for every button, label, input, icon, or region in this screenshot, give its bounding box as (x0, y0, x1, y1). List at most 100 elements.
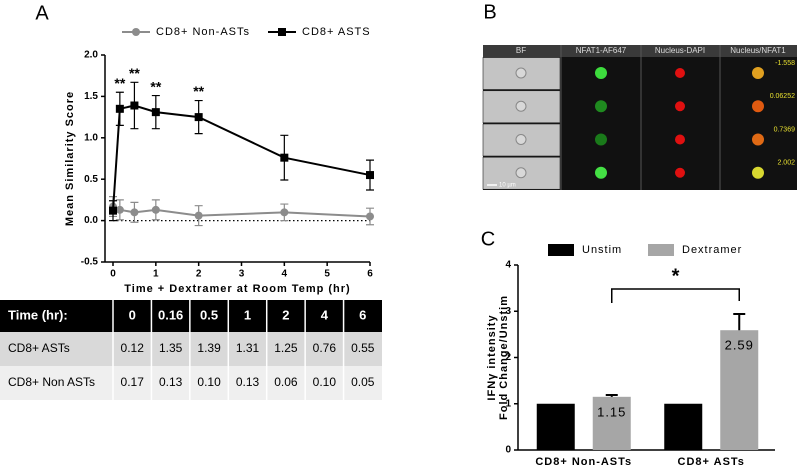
image-grid: BF NFAT1-AF647 Nucleus-DAPI Nucleus/NFAT… (482, 45, 797, 190)
y-tick-label: 3 (505, 306, 511, 317)
cell-blob (515, 167, 527, 179)
cell-blob (595, 67, 607, 79)
table-header-cell: 0.16 (158, 307, 183, 322)
y-tick-label: 2.0 (84, 50, 98, 61)
table-cell: 0.13 (236, 375, 260, 389)
marker (151, 108, 160, 117)
panel-label: C (481, 228, 495, 250)
table-row (0, 300, 382, 332)
panel-label: B (483, 1, 496, 23)
x-axis-label: Time + Dextramer at Room Temp (hr) (124, 283, 350, 295)
y-tick-label: 1.5 (84, 91, 98, 102)
table-cell: 0.76 (313, 341, 337, 355)
marker (115, 205, 124, 214)
table-cell: CD8+ Non ASTs (8, 375, 95, 389)
error-bar (605, 393, 618, 397)
table-header-cell: 6 (359, 307, 366, 322)
marker (194, 113, 203, 122)
score: 2.002 (777, 160, 795, 167)
cell-blob (752, 100, 764, 113)
table-header-cell: 0 (129, 307, 136, 322)
table-row (0, 366, 382, 400)
y-tick-label: 0 (505, 445, 511, 456)
legend-marker (132, 28, 140, 36)
scale-label: 10 µm (499, 183, 516, 189)
marker (130, 101, 139, 110)
cell-blob (595, 100, 607, 113)
score: 0.06252 (770, 93, 795, 100)
legend-label: Dextramer (682, 244, 742, 256)
marker (280, 208, 289, 217)
table-cell: 0.17 (121, 375, 145, 389)
table-cell: CD8+ ASTs (8, 341, 70, 355)
x-tick-label: 3 (239, 269, 245, 280)
annotation: * (672, 265, 680, 287)
legend-marker (278, 28, 286, 36)
x-tick-label: 6 (367, 269, 373, 280)
x-tick-label: 2 (196, 269, 202, 280)
cell-blob (595, 133, 607, 146)
column-header: Nucleus/NFAT1 (730, 46, 786, 55)
column-header: NFAT1-AF647 (576, 46, 627, 55)
x-tick-label: 1 (153, 269, 159, 280)
table-cell: 1.31 (236, 341, 260, 355)
marker (130, 208, 139, 217)
cell-blob (675, 101, 685, 112)
y-tick-label: 1.0 (84, 132, 98, 143)
table-cell: 0.13 (159, 375, 183, 389)
marker (109, 206, 117, 215)
cell-blob (675, 167, 685, 178)
x-tick-label: CD8+ Non-ASTs (535, 456, 632, 468)
y-axis-label: Fold Change/Unstim (498, 295, 510, 420)
bar (592, 396, 631, 450)
y-tick-label: 0.0 (84, 215, 98, 226)
cell-blob (595, 166, 607, 179)
y-axis-label: Mean Similarity Score (64, 91, 76, 226)
table-cell: 1.39 (197, 341, 221, 355)
table-cell: 0.06 (274, 375, 298, 389)
annotation: ** (129, 65, 140, 81)
table-header-cell: 0.5 (200, 307, 218, 322)
annotation: ** (114, 75, 125, 91)
legend-label: Unstim (582, 244, 622, 256)
cell-blob (515, 67, 527, 79)
table-cell: 0.10 (197, 375, 221, 389)
bracket (611, 288, 740, 303)
table-cell: 1.25 (274, 341, 298, 355)
table-row (0, 332, 382, 366)
bar (720, 330, 759, 450)
y-axis-label: IFNγ intensity (486, 314, 498, 400)
legend-label: CD8+ ASTS (302, 26, 371, 38)
cells: -1.558 0.06252 0.7369 2.002 (482, 45, 796, 190)
table-header-cell: 1 (244, 307, 251, 322)
y-tick-label: 0.5 (84, 174, 98, 185)
value-label: 2.59 (725, 338, 754, 353)
cell-blob (515, 100, 527, 112)
x-tick-label: 4 (282, 269, 288, 280)
table-cell: 0.12 (121, 341, 145, 355)
table-header-cell: 4 (321, 307, 329, 322)
score: -1.558 (775, 60, 795, 67)
annotation: ** (193, 83, 204, 99)
score: 0.7369 (774, 126, 796, 133)
table-cell: 0.55 (351, 341, 375, 355)
marker (366, 212, 374, 221)
marker (366, 171, 374, 180)
table-header-cell: 2 (282, 307, 289, 322)
line (112, 104, 371, 211)
y-tick-label: -0.5 (81, 257, 99, 268)
panel-label: A (35, 2, 49, 24)
table-cell: 0.10 (313, 375, 337, 389)
table-header-cell: Time (hr): (8, 307, 68, 322)
marker (151, 205, 160, 214)
column-header: BF (516, 46, 526, 55)
y-tick-label: 4 (505, 260, 511, 271)
error-bar (733, 313, 746, 331)
cell (482, 156, 561, 190)
bar (536, 403, 575, 450)
y-tick-label: 2 (505, 352, 511, 363)
table-cell: 0.05 (351, 375, 375, 389)
marker (115, 104, 124, 113)
cell-blob (675, 68, 685, 78)
cell-blob (675, 134, 685, 145)
